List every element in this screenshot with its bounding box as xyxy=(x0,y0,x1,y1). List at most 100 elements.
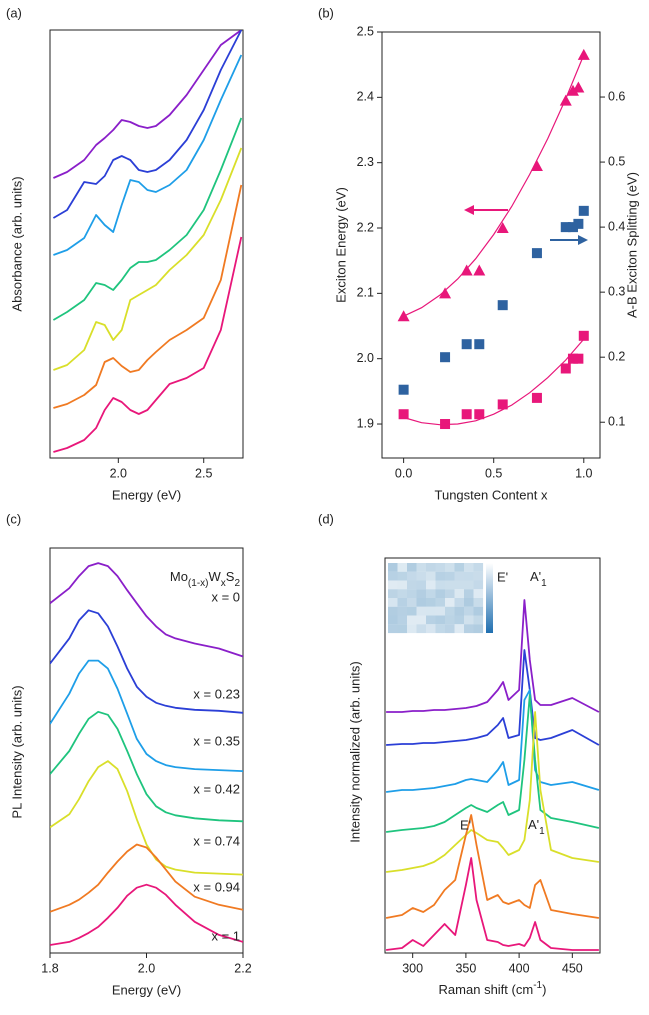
map-cell xyxy=(426,616,436,625)
panel-label: (c) xyxy=(6,511,21,526)
spectrum-line xyxy=(50,845,243,912)
y-tick-label: 2.3 xyxy=(357,155,374,169)
map-cell xyxy=(436,589,446,598)
plot-area xyxy=(386,600,599,950)
square-marker xyxy=(440,352,450,362)
spectrum-line xyxy=(53,55,241,255)
annotation-part: Mo xyxy=(170,569,188,584)
y-tick-label: 2.2 xyxy=(357,220,374,234)
map-cell xyxy=(407,563,417,572)
map-cell xyxy=(407,607,417,616)
map-cell xyxy=(398,563,408,572)
map-cell xyxy=(436,624,446,633)
square-marker xyxy=(462,409,472,419)
map-cell xyxy=(436,563,446,572)
plot-area xyxy=(53,30,241,452)
plot-area xyxy=(398,49,590,429)
map-cell xyxy=(388,624,398,633)
map-cell xyxy=(445,572,455,581)
annotation-part: A' xyxy=(530,569,541,584)
map-cell xyxy=(398,598,408,607)
x-axis-label-part: ) xyxy=(542,982,546,997)
map-cell xyxy=(388,607,398,616)
colorbar xyxy=(486,563,493,633)
annotation-part: 1 xyxy=(541,578,547,589)
arrow-head xyxy=(464,205,474,215)
x-axis-label: Tungsten Content x xyxy=(435,487,548,502)
map-cell xyxy=(474,616,484,625)
y2-axis-label: A-B Exciton Splitting (eV) xyxy=(624,172,639,318)
map-cell xyxy=(407,581,417,590)
annotation: E' xyxy=(460,817,471,832)
curve-label: x = 0.74 xyxy=(193,833,240,848)
x-axis-label: Energy (eV) xyxy=(112,982,181,997)
spectrum-line xyxy=(50,661,243,772)
triangle-marker xyxy=(578,49,590,60)
spectrum-line xyxy=(53,30,241,178)
map-cell xyxy=(426,624,436,633)
map-cell xyxy=(398,572,408,581)
map-cell xyxy=(445,598,455,607)
x-tick-label: 2.5 xyxy=(195,466,212,480)
y-tick-label: 2.4 xyxy=(357,90,374,104)
map-cell xyxy=(398,624,408,633)
map-cell xyxy=(464,598,474,607)
square-marker xyxy=(532,248,542,258)
map-cell xyxy=(407,572,417,581)
map-cell xyxy=(426,607,436,616)
map-cell xyxy=(464,607,474,616)
map-cell xyxy=(474,624,484,633)
map-cell xyxy=(388,563,398,572)
y-axis-label: Intensity normalized (arb. units) xyxy=(347,661,362,842)
annotation: A'1 xyxy=(528,817,545,837)
y-tick-label: 1.9 xyxy=(357,416,374,430)
y-axis-label: PL Intensity (arb. units) xyxy=(9,685,24,818)
map-cell xyxy=(464,589,474,598)
y2-tick-label: 0.1 xyxy=(608,415,625,429)
map-cell xyxy=(455,572,465,581)
annotation-part: 1 xyxy=(539,826,545,837)
map-cell xyxy=(455,589,465,598)
x-tick-label: 400 xyxy=(509,961,530,975)
spectrum-line xyxy=(386,650,599,745)
square-marker xyxy=(573,354,583,364)
spectrum-line xyxy=(53,185,241,408)
x-tick-label: 350 xyxy=(455,961,476,975)
curve-label: x = 0.35 xyxy=(193,733,240,748)
triangle-marker xyxy=(439,287,451,298)
annotation: Mo(1-x)WxS2 xyxy=(170,569,241,589)
map-cell xyxy=(474,589,484,598)
y-tick-label: 2.5 xyxy=(357,24,374,38)
square-marker xyxy=(561,363,571,373)
annotation-part: W xyxy=(208,569,221,584)
y2-tick-label: 0.6 xyxy=(608,89,625,103)
map-cell xyxy=(445,624,455,633)
raman-map-inset xyxy=(388,563,493,633)
map-cell xyxy=(398,581,408,590)
map-cell xyxy=(417,563,427,572)
map-cell xyxy=(445,616,455,625)
map-cell xyxy=(445,563,455,572)
square-marker xyxy=(532,393,542,403)
annotation-part: 2 xyxy=(234,578,240,589)
map-cell xyxy=(455,616,465,625)
map-cell xyxy=(455,624,465,633)
x-tick-label: 450 xyxy=(562,961,583,975)
square-marker xyxy=(399,385,409,395)
annotation: A'1 xyxy=(530,569,547,589)
x-tick-label: 2.0 xyxy=(110,466,127,480)
x-tick-label: 1.0 xyxy=(575,466,592,480)
map-cell xyxy=(455,598,465,607)
curve-label: x = 1 xyxy=(211,928,240,943)
map-cell xyxy=(388,598,398,607)
y-tick-label: 2.0 xyxy=(357,351,374,365)
map-cell xyxy=(417,589,427,598)
plot-frame xyxy=(50,30,243,458)
curve-label: x = 0 xyxy=(211,589,240,604)
spectrum-line xyxy=(50,712,243,822)
map-cell xyxy=(407,598,417,607)
map-cell xyxy=(436,581,446,590)
map-cell xyxy=(388,589,398,598)
annotation-part: (1-x) xyxy=(188,578,209,589)
spectrum-line xyxy=(386,690,599,792)
